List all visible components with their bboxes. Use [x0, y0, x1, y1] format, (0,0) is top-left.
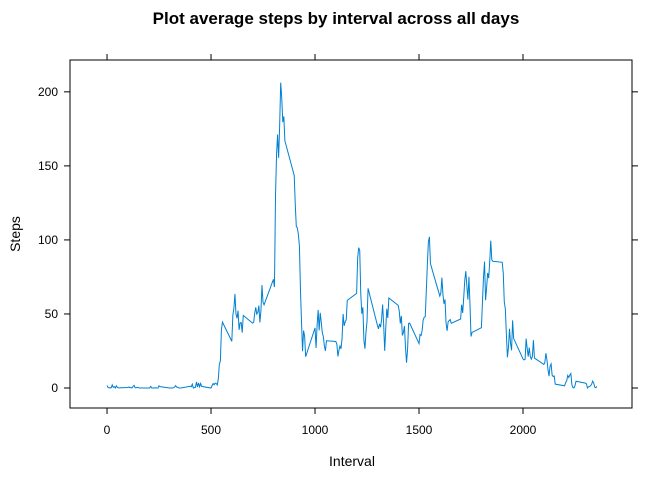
plot-frame — [69, 59, 633, 409]
chart-title: Plot average steps by interval across al… — [153, 9, 520, 28]
x-tick-label: 500 — [201, 423, 221, 437]
data-line — [106, 82, 598, 390]
x-tick-label: 0 — [104, 423, 111, 437]
y-tick-label: 0 — [51, 381, 58, 395]
y-tick-label: 150 — [38, 159, 58, 173]
x-tick-label: 2000 — [510, 423, 537, 437]
x-tick-label: 1500 — [406, 423, 433, 437]
x-tick-label: 1000 — [302, 423, 329, 437]
x-axis-label: Interval — [329, 453, 375, 469]
y-tick-label: 100 — [38, 233, 58, 247]
y-tick-label: 50 — [45, 307, 59, 321]
y-axis-label: Steps — [7, 216, 23, 252]
y-tick-label: 200 — [38, 85, 58, 99]
